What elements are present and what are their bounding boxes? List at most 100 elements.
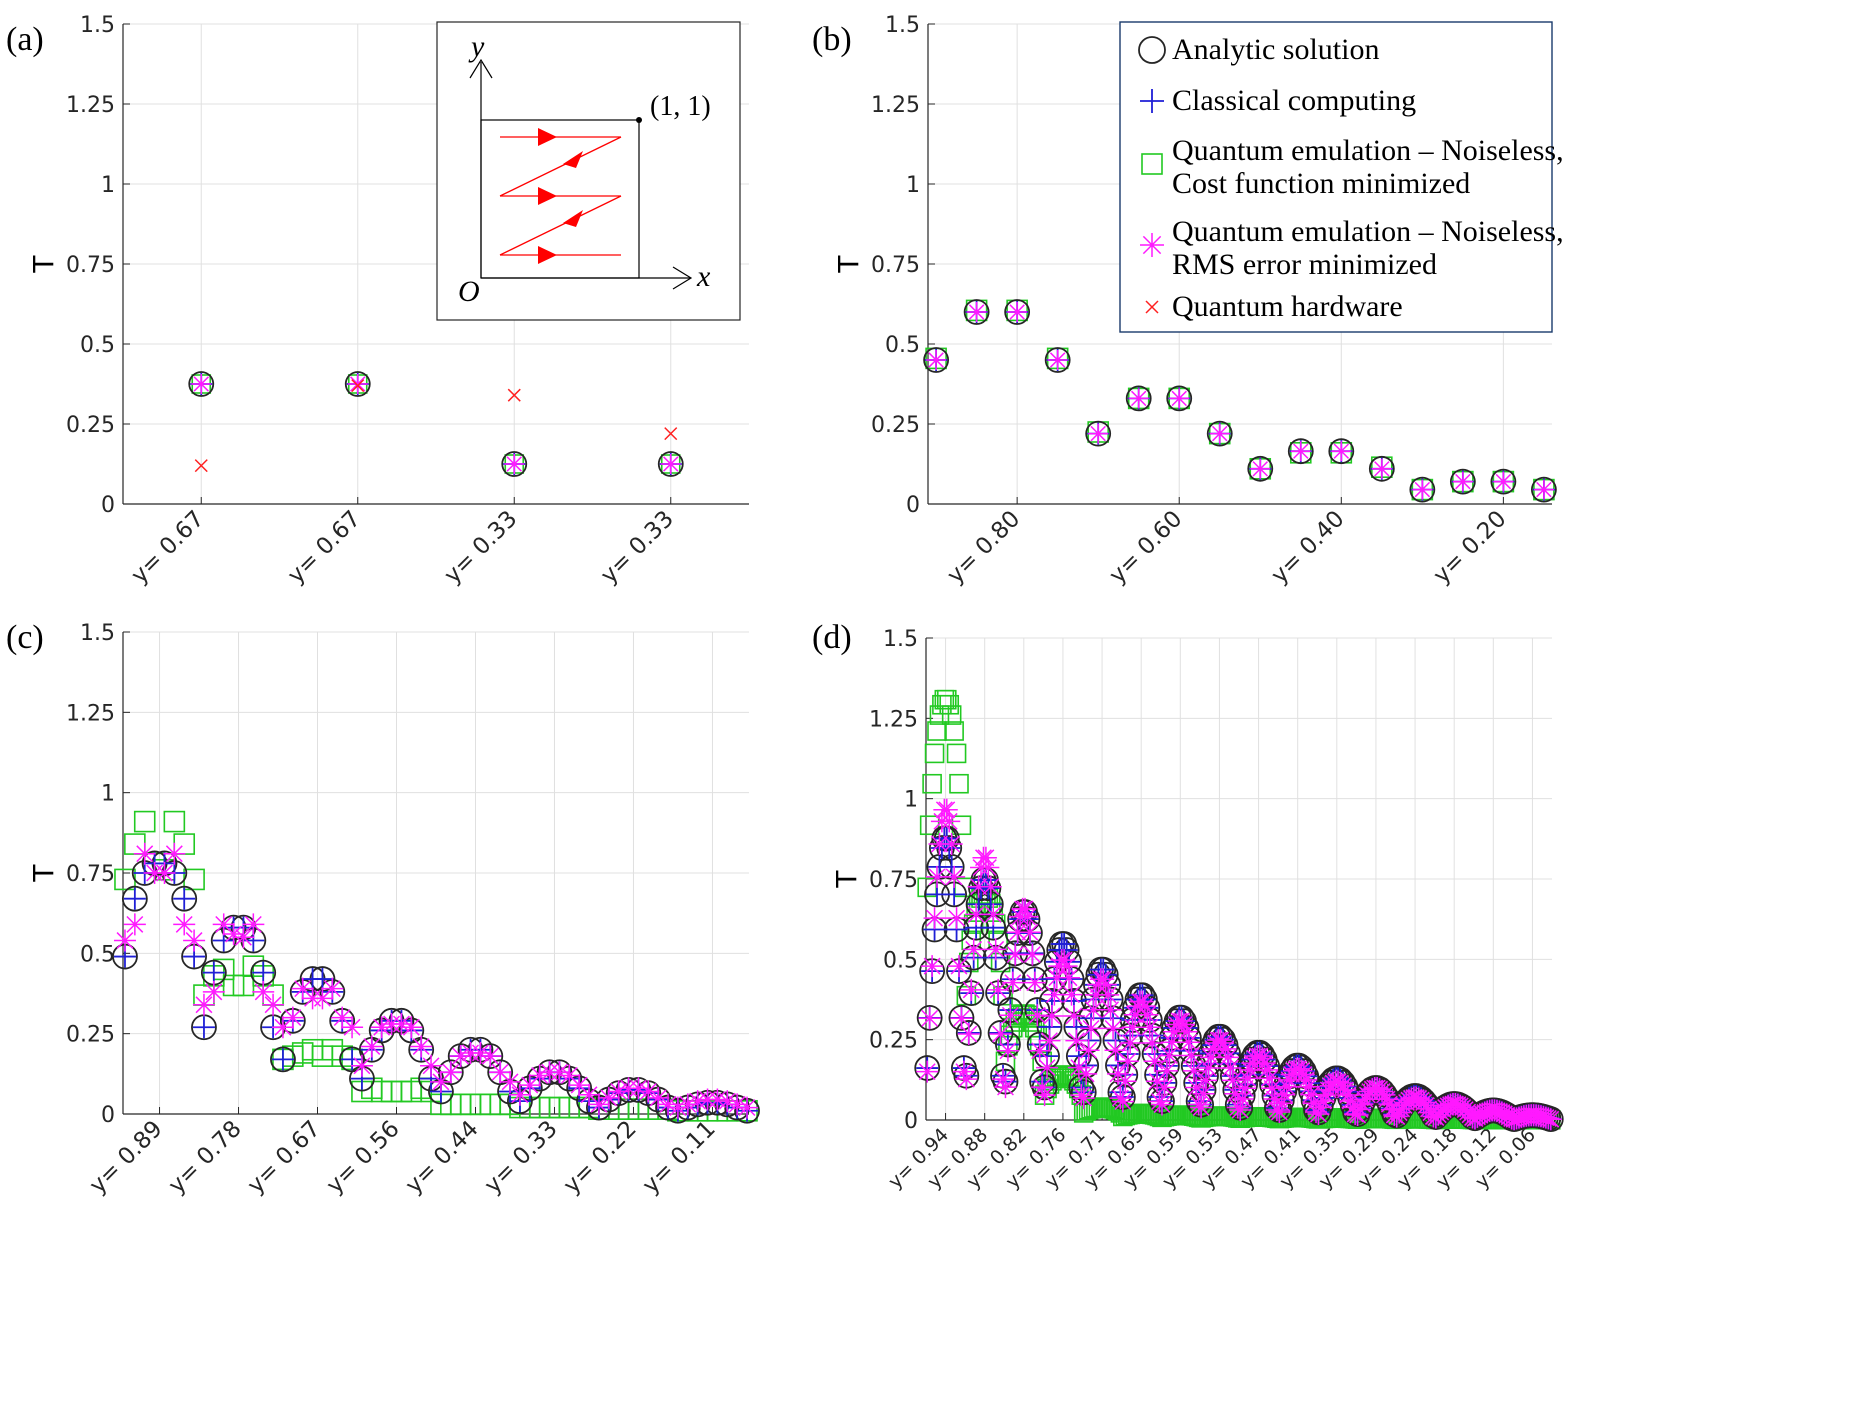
noiseless-rms-marker <box>1346 1104 1369 1127</box>
classical-marker <box>271 1048 294 1071</box>
noiseless-rms-marker <box>928 833 951 856</box>
noiseless-rms-marker <box>1099 998 1122 1021</box>
analytic-marker <box>1166 385 1193 412</box>
noiseless-rms-marker <box>1153 1076 1176 1099</box>
noiseless-rms-marker <box>1001 971 1024 994</box>
noiseless-rms-marker <box>1062 1004 1085 1027</box>
analytic-marker <box>171 885 198 912</box>
noiseless-rms-marker <box>1021 943 1044 966</box>
noiseless-rms-marker <box>1349 1098 1372 1121</box>
noiseless-rms-marker <box>1102 1017 1125 1040</box>
x-tick-label: y= 0.33 <box>480 1116 563 1199</box>
noiseless-rms-marker <box>1097 983 1120 1006</box>
noiseless-rms-marker <box>370 1016 393 1039</box>
x-tick-label: y= 0.22 <box>559 1116 642 1199</box>
analytic-marker <box>948 1004 975 1031</box>
y-tick-label: 0.75 <box>66 862 115 887</box>
noiseless-rms-marker <box>1452 471 1473 492</box>
noiseless-rms-marker <box>1007 302 1028 322</box>
noiseless-rms-marker <box>587 1093 610 1116</box>
noiseless-rms-marker <box>1158 1044 1181 1067</box>
noiseless-cost-marker <box>922 773 942 794</box>
noiseless-rms-marker <box>1341 1096 1364 1119</box>
noiseless-rms-marker <box>1082 998 1105 1021</box>
noiseless-rms-marker <box>1116 1050 1139 1073</box>
noiseless-rms-marker <box>192 993 215 1016</box>
analytic-marker <box>1206 420 1233 447</box>
x-tick-label: y= 0.11 <box>638 1116 721 1199</box>
noiseless-cost-marker <box>946 743 967 764</box>
noiseless-rms-marker <box>123 913 146 936</box>
noiseless-rms-marker <box>1417 1097 1440 1120</box>
noiseless-rms-marker <box>1072 1087 1095 1110</box>
inset-y-arrowhead <box>469 58 493 79</box>
noiseless-rms-marker <box>222 923 245 946</box>
noiseless-rms-marker <box>242 913 265 936</box>
noiseless-rms-marker <box>410 1035 433 1058</box>
legend-label: Quantum emulation – Noiseless, <box>1172 134 1564 167</box>
noiseless-rms-marker <box>1053 949 1076 972</box>
noiseless-rms-marker <box>1169 388 1190 409</box>
noiseless-rms-marker <box>528 1064 551 1087</box>
y-tick-label: 1.25 <box>871 93 920 118</box>
y-tick-label: 0 <box>101 1103 115 1128</box>
legend-marker-circle <box>1138 36 1166 64</box>
noiseless-rms-marker <box>989 1023 1012 1046</box>
noiseless-rms-marker <box>1273 1083 1296 1106</box>
y-tick-label: 0.75 <box>869 868 918 893</box>
noiseless-rms-marker <box>950 1007 973 1030</box>
noiseless-rms-marker <box>1170 1009 1193 1032</box>
legend-marker-star <box>1140 233 1164 257</box>
noiseless-rms-marker <box>133 842 156 865</box>
analytic-marker <box>270 1046 296 1073</box>
noiseless-rms-marker <box>1539 1108 1562 1131</box>
noiseless-rms-marker <box>504 454 525 474</box>
noiseless-rms-marker <box>1128 388 1149 409</box>
analytic-marker <box>477 1043 504 1070</box>
noiseless-rms-marker <box>1231 1088 1254 1111</box>
noiseless-rms-marker <box>1084 983 1107 1006</box>
analytic-marker <box>1044 347 1071 373</box>
noiseless-rms-marker <box>987 978 1010 1001</box>
noiseless-rms-marker <box>1114 1070 1137 1093</box>
y-tick-label: 0.25 <box>869 1029 918 1054</box>
noiseless-rms-marker <box>1036 1056 1059 1079</box>
noiseless-rms-marker <box>1212 1032 1235 1055</box>
noiseless-rms-marker <box>1261 1077 1284 1100</box>
inset-origin-label: O <box>458 275 480 308</box>
noiseless-rms-marker <box>1136 1003 1159 1026</box>
noiseless-cost-marker <box>927 721 947 741</box>
noiseless-rms-marker <box>1065 1029 1088 1052</box>
noiseless-rms-marker <box>449 1045 472 1068</box>
noiseless-rms-marker <box>1234 1077 1257 1100</box>
noiseless-rms-marker <box>1180 1044 1203 1067</box>
noiseless-rms-marker <box>1080 1017 1103 1040</box>
noiseless-rms-marker <box>926 865 949 888</box>
hardware-marker <box>507 388 521 402</box>
noiseless-rms-marker <box>657 1093 680 1116</box>
noiseless-rms-marker <box>1045 966 1068 989</box>
corner-point <box>636 117 642 123</box>
classical-marker <box>192 1016 215 1039</box>
noiseless-rms-marker <box>918 1007 941 1030</box>
y-axis-label: T <box>27 255 60 274</box>
analytic-marker <box>916 1004 943 1031</box>
noiseless-rms-marker <box>1031 1076 1054 1099</box>
noiseless-rms-marker <box>202 980 225 1003</box>
noiseless-rms-marker <box>948 955 971 978</box>
noiseless-rms-marker <box>1351 1093 1374 1116</box>
noiseless-rms-marker <box>716 1090 739 1113</box>
noiseless-rms-marker <box>966 302 987 322</box>
noiseless-rms-marker <box>1194 1069 1217 1092</box>
panel-c: 0 0.25 0.5 0.75 1 1.25 1.5 y= 0.89y= 0.78y= 0.6… <box>6 619 760 1199</box>
noiseless-rms-marker <box>1199 1046 1222 1069</box>
analytic-marker <box>1328 438 1355 465</box>
noiseless-rms-marker <box>1334 1078 1357 1101</box>
noiseless-rms-marker <box>1312 1089 1335 1112</box>
noiseless-rms-marker <box>1006 921 1029 944</box>
noiseless-rms-marker <box>1075 1062 1098 1085</box>
noiseless-rms-marker <box>996 1039 1019 1062</box>
noiseless-rms-marker <box>1119 1032 1142 1054</box>
noiseless-rms-marker <box>974 846 997 869</box>
